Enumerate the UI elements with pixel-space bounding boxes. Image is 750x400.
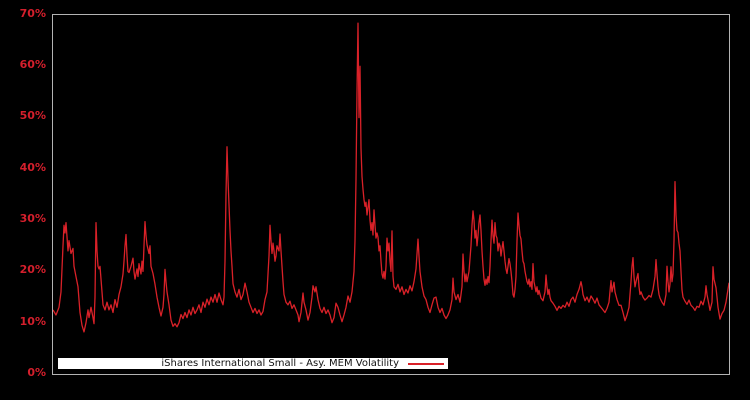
y-axis-tick-label: 60% — [19, 58, 46, 71]
y-axis-tick-label: 50% — [19, 109, 46, 122]
legend: iShares International Small - Asy. MEM V… — [58, 358, 448, 369]
y-axis-tick-label: 20% — [19, 263, 46, 276]
y-axis-tick-label: 30% — [19, 212, 46, 225]
plot-area: iShares International Small - Asy. MEM V… — [52, 14, 730, 375]
y-axis-tick-label: 40% — [19, 161, 46, 174]
volatility-line — [53, 22, 729, 333]
legend-label: iShares International Small - Asy. MEM V… — [161, 358, 399, 369]
legend-line-swatch — [408, 362, 444, 365]
y-axis-tick-label: 70% — [19, 7, 46, 20]
y-axis-tick-label: 10% — [19, 315, 46, 328]
y-axis-tick-label: 0% — [27, 366, 46, 379]
volatility-series-svg — [53, 22, 729, 333]
